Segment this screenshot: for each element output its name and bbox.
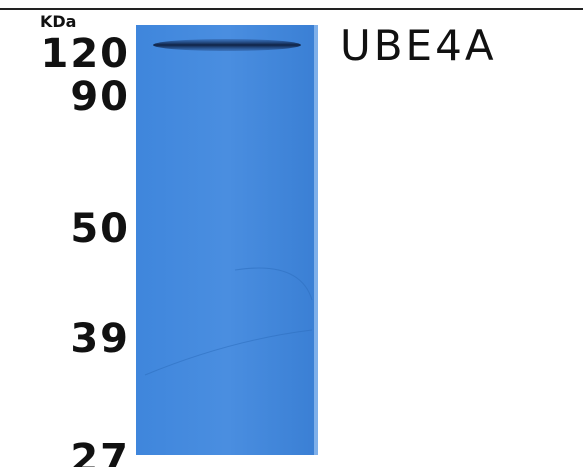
marker-label: 90 — [70, 74, 130, 120]
gel-figure: KDa 120 90 50 39 27 UBE4A — [0, 0, 583, 467]
gel-lane — [136, 25, 318, 455]
marker-label: 120 — [41, 31, 131, 77]
protein-band — [153, 39, 301, 51]
marker-label: 27 — [70, 436, 130, 467]
lane-edge — [314, 25, 318, 455]
band-label: UBE4A — [340, 21, 497, 70]
unit-label: KDa — [40, 12, 76, 31]
marker-label: 39 — [70, 316, 130, 362]
marker-label: 50 — [70, 206, 130, 252]
